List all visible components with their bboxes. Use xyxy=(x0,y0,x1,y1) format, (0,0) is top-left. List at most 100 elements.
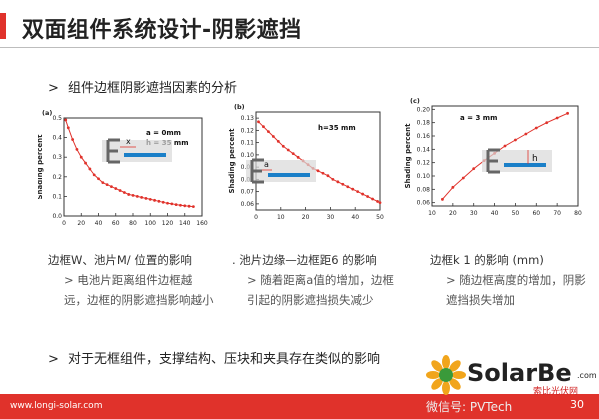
y-axis-label: Shading percent xyxy=(38,134,44,200)
dimension-label: a xyxy=(264,160,269,169)
data-point xyxy=(179,203,182,207)
data-point xyxy=(71,138,75,141)
chart-annotation: a = 0mm xyxy=(146,129,181,137)
data-point xyxy=(441,197,444,201)
data-point xyxy=(321,171,325,175)
panel-c-note: > 随边框高度的增加，阴影遮挡损失增加 xyxy=(446,273,586,307)
x-tick-label: 30 xyxy=(470,210,478,217)
x-tick-label: 0 xyxy=(254,214,258,221)
x-tick-label: 20 xyxy=(449,210,457,217)
y-tick-label: 0.1 xyxy=(52,193,62,200)
y-tick-label: 0.12 xyxy=(241,127,255,134)
data-point xyxy=(161,200,165,204)
x-tick-label: 60 xyxy=(112,220,120,227)
panel-label: (b) xyxy=(234,103,245,111)
y-tick-label: 0.2 xyxy=(52,174,62,181)
section-heading: > 组件边框阴影遮挡因素的分析 xyxy=(48,77,237,96)
data-point xyxy=(75,147,79,151)
data-point xyxy=(84,161,87,165)
data-point xyxy=(534,126,538,130)
data-point xyxy=(326,174,330,178)
watermark-com: .com xyxy=(577,371,597,380)
data-point xyxy=(79,155,83,159)
bottom-bullet: > 对于无框组件，支撑结构、压块和夹具存在类似的影响 xyxy=(48,348,380,367)
x-tick-label: 140 xyxy=(179,220,191,227)
frame-schematic: x xyxy=(102,137,172,164)
data-point xyxy=(331,177,335,181)
y-axis-label: Shading percent xyxy=(228,128,236,194)
data-point xyxy=(346,185,350,189)
y-tick-label: 0.18 xyxy=(417,120,431,127)
data-point xyxy=(276,140,280,143)
chart-a: (a) Shading percent 0 20 40 60 80 100 120 140 160 0… xyxy=(38,109,208,227)
data-point xyxy=(351,187,355,191)
data-point xyxy=(191,205,195,208)
panel-a-note: > 电池片距离组件边框越远，边框的阴影遮挡影响越小 xyxy=(64,273,214,307)
data-point xyxy=(101,181,105,185)
data-point xyxy=(262,125,265,129)
data-point xyxy=(127,193,131,196)
watermark-wechat: 微信号: PVTech xyxy=(426,400,513,414)
chart-annotation: a = 3 mm xyxy=(460,114,497,122)
footer-url[interactable]: www.longi-solar.com xyxy=(10,401,103,411)
x-tick-label: 80 xyxy=(574,210,582,217)
data-point xyxy=(166,201,169,205)
y-tick-label: 0.10 xyxy=(241,152,255,159)
data-point xyxy=(341,182,345,186)
data-point xyxy=(110,185,113,188)
y-tick-label: 0.12 xyxy=(417,160,431,167)
x-tick-label: 120 xyxy=(162,220,174,227)
y-tick-label: 0.3 xyxy=(52,154,62,161)
x-tick-label: 10 xyxy=(277,214,285,221)
x-tick-label: 40 xyxy=(95,220,103,227)
x-tick-label: 50 xyxy=(512,210,520,217)
panel-b-caption: . 池片边缘—边框距6 的影响 xyxy=(232,253,377,267)
panel-label: (a) xyxy=(42,109,52,117)
data-point xyxy=(451,185,455,189)
title-accent-bar xyxy=(0,13,6,39)
x-tick-label: 20 xyxy=(302,214,310,221)
y-tick-label: 0.07 xyxy=(241,189,255,196)
y-tick-label: 0.13 xyxy=(241,115,255,122)
x-tick-label: 80 xyxy=(129,220,137,227)
y-tick-label: 0.5 xyxy=(52,115,62,122)
panel-c-caption: 边框k 1 的影响 (mm) xyxy=(430,253,544,267)
data-point xyxy=(140,195,144,199)
dimension-label: h xyxy=(532,154,538,164)
data-point xyxy=(461,176,465,180)
data-point xyxy=(148,197,152,201)
data-point xyxy=(64,118,68,122)
data-point xyxy=(376,200,379,203)
bullet-marker: > xyxy=(48,81,59,96)
data-point xyxy=(503,144,507,148)
chart-c: (c) Shading percent 10 20 30 40 50 60 70 80 0.06 0.… xyxy=(404,98,582,217)
bottom-bullet-text: 对于无框组件，支撑结构、压块和夹具存在类似的影响 xyxy=(68,352,381,367)
x-tick-label: 50 xyxy=(376,214,384,221)
panel-b-note: > 随着距离a值的增加，边框引起的阴影遮挡损失减少 xyxy=(247,273,394,307)
chart-b: (b)Shading percent010203040500.060.070.0… xyxy=(228,103,384,221)
data-point xyxy=(271,135,275,138)
frame-profile xyxy=(250,158,264,184)
data-point xyxy=(187,204,191,208)
data-point xyxy=(545,121,549,125)
panel-a-caption: 边框W、池片M/ 位置的影响 xyxy=(48,253,192,267)
title-divider xyxy=(0,47,599,48)
data-point xyxy=(356,190,360,194)
y-axis-label: Shading percent xyxy=(404,123,412,189)
frame-profile xyxy=(486,148,500,174)
x-tick-label: 20 xyxy=(77,220,85,227)
y-tick-label: 0.06 xyxy=(241,201,255,208)
data-point xyxy=(316,169,320,173)
x-tick-label: 40 xyxy=(351,214,359,221)
cell-bar xyxy=(504,163,546,167)
data-point xyxy=(144,196,148,200)
plot-frame xyxy=(431,105,579,207)
data-point xyxy=(566,111,569,115)
data-point xyxy=(157,199,161,203)
data-point xyxy=(286,148,290,152)
y-tick-label: 0.08 xyxy=(417,186,431,193)
data-point xyxy=(114,187,118,190)
data-point xyxy=(135,195,139,198)
x-tick-label: 100 xyxy=(145,220,157,227)
data-point xyxy=(122,191,126,194)
